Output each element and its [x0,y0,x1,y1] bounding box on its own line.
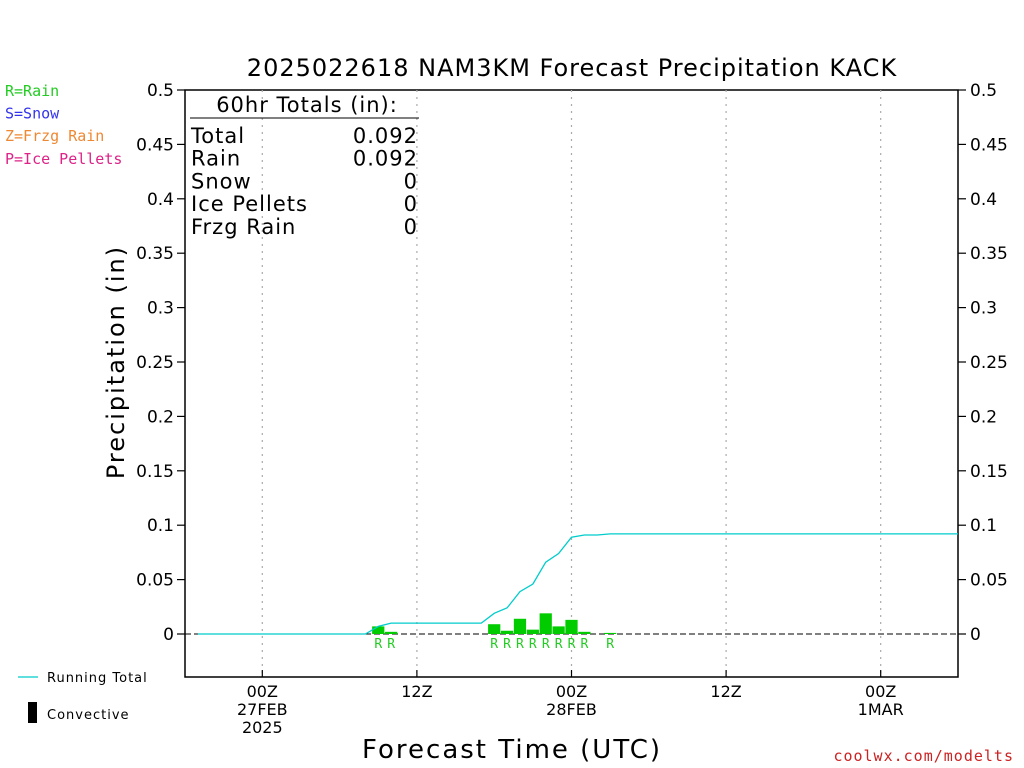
totals-rows: Total 0.092 Rain 0.092 Snow 0 Ice Pellets 0 Frzg… [190,124,418,239]
y-tick-label-left: 0.2 [147,407,174,427]
y-tick-label-left: 0.4 [147,190,174,210]
totals-row-value: 0 [404,192,418,216]
precip-bar [372,626,385,634]
precip-bar [385,631,398,634]
x-tick-label: 2025 [242,718,283,737]
x-tick-label: 00Z [556,682,587,701]
precip-bar [539,613,552,634]
line-legend: Running Total Convective [18,671,148,723]
y-axis-label: Precipitation (in) [102,245,130,479]
precip-bar [578,631,591,634]
precip-bar [500,630,514,634]
y-axis-left: 0.5 0.45 0.4 0.35 0.3 0.25 0.2 0.15 0.1 0.05 0 [136,81,185,645]
running-total-line [197,533,958,635]
totals-row-value: 0.092 [353,124,418,148]
convective-legend-swatch [28,702,37,723]
y-tick-label-left: 0.5 [147,81,174,101]
precip-bar [526,629,539,634]
precip-type-letter: R [580,637,588,652]
y-tick-label-right: 0.35 [970,244,1008,264]
precip-type-letter: R [490,637,498,652]
precip-type-letter: R [516,637,524,652]
y-axis-right: 0.5 0.45 0.4 0.35 0.3 0.25 0.2 0.15 0.1 0.05 0 [958,81,1008,645]
x-axis-label: Forecast Time (UTC) [362,735,662,765]
x-tick-label: 12Z [710,682,741,701]
precip-type-legend-item: S=Snow [5,105,60,123]
precip-type-letter: R [387,637,395,652]
y-tick-label-right: 0.25 [970,353,1008,373]
totals-row-value: 0 [404,215,418,239]
totals-row-name: Ice Pellets [191,192,308,216]
credit-text: coolwx.com/modelts [833,747,1014,765]
x-tick-label: 27FEB [237,700,288,719]
precip-bar [488,624,501,634]
y-tick-label-left: 0.15 [136,462,174,482]
precip-bar [513,618,527,634]
y-tick-label-right: 0.3 [970,299,997,319]
chart-title: 2025022618 NAM3KM Forecast Precipitation… [247,54,898,82]
precip-type-legend-item: P=Ice Pellets [5,150,122,168]
totals-heading: 60hr Totals (in): [216,93,398,117]
y-tick-label-right: 0.2 [970,407,997,427]
y-tick-label-right: 0.15 [970,462,1008,482]
precip-type-letter: R [606,637,614,652]
y-tick-label-left: 0.1 [147,516,174,536]
running-total-legend-label: Running Total [47,671,148,686]
precip-type-letter: R [542,637,550,652]
x-tick-label: 1MAR [858,700,904,719]
precip-type-letter: R [568,637,576,652]
precip-type-letter: R [374,637,382,652]
totals-box: 60hr Totals (in): Total 0.092 Rain 0.092 Sno… [190,93,419,239]
precip-bar [552,626,565,634]
y-tick-label-left: 0 [163,625,174,645]
precip-type-legend: R=Rain S=Snow Z=Frzg Rain P=Ice Pellets [5,82,122,168]
y-tick-label-left: 0.05 [136,571,174,591]
x-tick-label: 00Z [247,682,278,701]
x-gridlines [261,90,882,677]
precip-type-letter: R [555,637,563,652]
y-tick-label-right: 0 [970,625,981,645]
totals-row-name: Snow [191,169,252,193]
totals-row-value: 0 [404,169,418,193]
totals-row-value: 0.092 [353,147,418,171]
precip-type-legend-item: Z=Frzg Rain [5,127,104,145]
x-tick-label: 12Z [401,682,432,701]
precip-bar [565,619,578,634]
totals-row-name: Total [190,124,245,148]
y-tick-label-left: 0.25 [136,353,174,373]
x-tick-label: 00Z [865,682,896,701]
convective-legend-label: Convective [47,708,130,723]
y-tick-label-right: 0.5 [970,81,997,101]
y-tick-label-right: 0.45 [970,135,1008,155]
precip-bar [604,632,617,634]
y-tick-label-left: 0.35 [136,244,174,264]
totals-row-name: Frzg Rain [191,215,296,239]
precip-type-letter: R [529,637,537,652]
totals-row-name: Rain [191,147,241,171]
x-tick-label: 28FEB [546,700,597,719]
precip-type-legend-item: R=Rain [5,82,59,100]
precip-bars [372,613,617,634]
y-tick-label-right: 0.05 [970,571,1008,591]
y-tick-label-right: 0.1 [970,516,997,536]
y-tick-label-left: 0.3 [147,299,174,319]
y-tick-label-left: 0.45 [136,135,174,155]
precip-type-letter: R [503,637,511,652]
y-tick-label-right: 0.4 [970,190,997,210]
